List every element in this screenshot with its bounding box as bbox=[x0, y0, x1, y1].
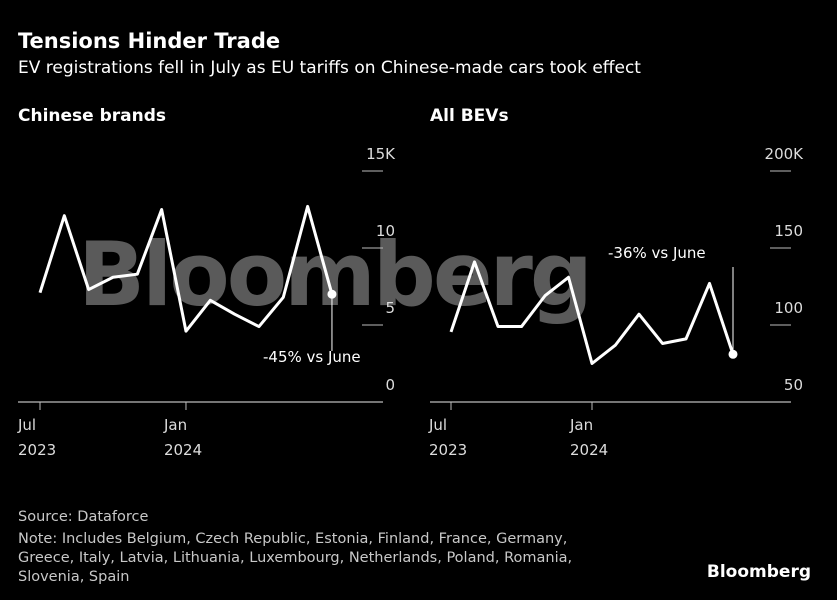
title: Tensions Hinder Trade bbox=[18, 29, 280, 53]
y-tick-label: 100 bbox=[774, 299, 803, 317]
chart-title: Chinese brands bbox=[18, 106, 166, 126]
y-tick-label: 150 bbox=[774, 222, 803, 240]
note: Note: Includes Belgium, Czech Republic, … bbox=[18, 531, 567, 547]
annotation: -45% vs June bbox=[263, 348, 361, 366]
x-tick-label: Jan 2024 bbox=[569, 416, 608, 459]
subtitle: EV registrations fell in July as EU tari… bbox=[18, 58, 641, 78]
line bbox=[38, 204, 334, 333]
y-tick-label: 50 bbox=[784, 376, 803, 394]
y-tick-label: 200K bbox=[765, 145, 805, 163]
y-tick-label: 5 bbox=[385, 299, 395, 317]
annotation: -36% vs June bbox=[608, 244, 706, 262]
note: Greece, Italy, Latvia, Lithuania, Luxemb… bbox=[18, 550, 572, 566]
x-tick-label: Jul 2023 bbox=[17, 416, 56, 459]
x-tick-label: Jul 2023 bbox=[428, 416, 467, 459]
line bbox=[449, 260, 735, 365]
source: Source: Dataforce bbox=[18, 509, 149, 525]
y-tick-label: 15K bbox=[366, 145, 396, 163]
y-tick-label: 10 bbox=[376, 222, 395, 240]
chart-title: All BEVs bbox=[430, 106, 509, 126]
watermark: Bloomberg bbox=[78, 223, 590, 326]
note: Slovenia, Spain bbox=[18, 569, 129, 585]
x-tick-label: Jan 2024 bbox=[163, 416, 202, 459]
logo: Bloomberg bbox=[707, 562, 811, 582]
y-tick-label: 0 bbox=[385, 376, 395, 394]
